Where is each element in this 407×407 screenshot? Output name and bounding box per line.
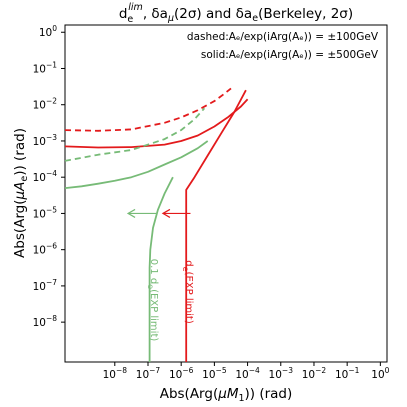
y-tick-label: 10−3 [33, 133, 58, 148]
x-tick-label: 10−1 [335, 366, 360, 381]
x-axis-label: Abs(Arg(μM1)) (rad) [160, 386, 293, 404]
x-tick-label: 10−7 [136, 366, 161, 381]
x-tick-label: 100 [371, 366, 389, 381]
x-tick-label: 10−6 [169, 366, 194, 381]
arrow-head-green [126, 208, 136, 218]
legend-solid: solid:Aₑ/exp(iArg(Aₑ)) = ±500GeV [201, 49, 379, 61]
series-line-green-dashed-3 [64, 107, 206, 162]
x-tick-label: 10−2 [302, 366, 327, 381]
series-line-red-solid-2 [185, 89, 247, 362]
series-line-green-solid-4 [64, 140, 209, 189]
annotation-green: 0.1 de(EXP limit) [146, 259, 159, 342]
y-tick-label: 100 [39, 24, 57, 39]
x-tick-label: 10−5 [202, 366, 227, 381]
series-line-red-dashed-0 [64, 87, 232, 132]
arrow-head-red [161, 208, 171, 218]
series-group [64, 87, 249, 362]
y-axis-label: Abs(Arg(μAe)) (rad) [12, 128, 30, 258]
y-tick-label: 10−6 [33, 242, 58, 257]
arrows-group [126, 208, 191, 218]
y-tick-label: 10−2 [33, 97, 58, 112]
series-line-green-solid-5 [148, 176, 174, 362]
y-tick-label: 10−4 [33, 169, 58, 184]
annotation-red: de(EXP limit) [181, 260, 194, 324]
axis-ticks: 10−8 10−7 10−6 10−5 10−4 10−3 10−2 10−1 100 10−8 1… [33, 24, 390, 381]
y-tick-label: 10−5 [33, 205, 58, 220]
y-tick-label: 10−7 [33, 278, 58, 293]
legend-dashed: dashed:Aₑ/exp(iArg(Aₑ)) = ±100GeV [187, 31, 379, 43]
chart-title: delim, δaμ(2σ) and δae(Berkeley, 2σ) [119, 2, 353, 25]
y-tick-label: 10−8 [33, 314, 58, 329]
x-tick-label: 10−4 [235, 366, 260, 381]
x-tick-label: 10−3 [269, 366, 294, 381]
x-tick-label: 10−8 [103, 366, 128, 381]
y-tick-label: 10−1 [33, 60, 58, 75]
plot-frame [64, 24, 388, 363]
series-line-red-solid-1 [64, 98, 249, 149]
